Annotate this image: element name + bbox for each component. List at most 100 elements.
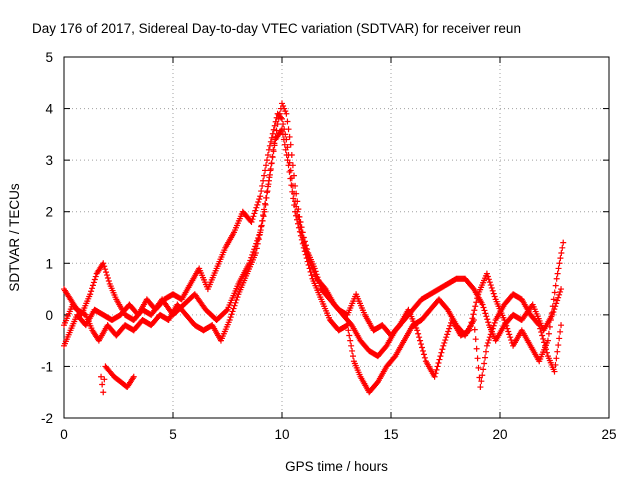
data-point xyxy=(261,172,268,179)
x-tick-label: 0 xyxy=(60,427,68,442)
data-point xyxy=(231,302,238,309)
data-point xyxy=(305,262,312,269)
data-point xyxy=(268,160,275,167)
data-point xyxy=(554,348,561,355)
data-point xyxy=(275,115,282,122)
data-point xyxy=(419,347,426,354)
data-point xyxy=(259,217,266,224)
y-tick-label: -2 xyxy=(41,411,53,426)
data-point xyxy=(484,273,491,280)
data-point xyxy=(487,282,494,289)
data-point xyxy=(257,193,264,200)
data-point xyxy=(440,342,447,349)
data-point xyxy=(545,330,552,337)
data-point xyxy=(252,243,259,250)
data-point xyxy=(264,151,271,158)
x-axis-label: GPS time / hours xyxy=(285,459,388,474)
data-point xyxy=(279,131,286,138)
data-point xyxy=(249,216,256,223)
data-point xyxy=(253,240,260,247)
data-point xyxy=(104,275,111,282)
data-point xyxy=(480,366,487,373)
data-point xyxy=(92,273,99,280)
data-point xyxy=(312,268,319,275)
data-point xyxy=(269,130,276,137)
data-point xyxy=(311,265,318,272)
data-point xyxy=(295,206,302,213)
data-point xyxy=(263,162,270,169)
data-point xyxy=(483,313,490,320)
data-point xyxy=(88,288,95,295)
data-point xyxy=(294,198,301,205)
y-tick-label: 2 xyxy=(45,205,53,220)
data-point xyxy=(271,142,278,149)
data-point xyxy=(103,269,110,276)
data-point xyxy=(558,322,565,329)
series-track-d xyxy=(98,363,137,396)
data-point xyxy=(486,334,493,341)
data-point xyxy=(284,118,291,125)
data-point xyxy=(288,182,295,189)
data-point xyxy=(315,277,322,284)
data-point xyxy=(547,317,554,324)
data-point xyxy=(539,332,546,339)
data-point xyxy=(548,310,555,317)
data-point xyxy=(230,305,237,312)
data-point xyxy=(554,297,561,304)
data-point xyxy=(470,317,477,324)
data-point xyxy=(269,154,276,161)
data-point xyxy=(439,346,446,353)
data-point xyxy=(289,188,296,195)
data-point xyxy=(546,323,553,330)
data-point xyxy=(486,279,493,286)
data-point xyxy=(474,355,481,362)
series-track-c xyxy=(61,126,565,396)
data-point xyxy=(304,258,311,265)
data-point xyxy=(260,177,267,184)
data-point xyxy=(100,389,107,396)
x-tick-label: 25 xyxy=(601,427,616,442)
y-axis-label: SDTVAR / TECUs xyxy=(7,183,22,292)
data-point xyxy=(258,188,265,195)
data-point xyxy=(480,304,487,311)
data-point xyxy=(506,331,513,338)
data-point xyxy=(540,335,547,342)
data-point xyxy=(417,337,424,344)
data-point xyxy=(248,219,255,226)
y-tick-label: 3 xyxy=(45,153,53,168)
data-point xyxy=(89,282,96,289)
data-point xyxy=(416,334,423,341)
data-point xyxy=(306,265,313,272)
data-point xyxy=(482,348,489,355)
data-point xyxy=(491,319,498,326)
data-point xyxy=(437,353,444,360)
data-point xyxy=(479,301,486,308)
data-point xyxy=(551,368,558,375)
data-point xyxy=(251,246,258,253)
data-point xyxy=(554,270,561,277)
data-point xyxy=(261,206,268,213)
data-point xyxy=(482,310,489,317)
data-point xyxy=(490,290,497,297)
data-point xyxy=(274,121,281,128)
data-point xyxy=(294,216,301,223)
data-point xyxy=(535,321,542,328)
data-point xyxy=(472,336,479,343)
data-point xyxy=(105,277,112,284)
data-point xyxy=(281,141,288,148)
data-point xyxy=(473,299,480,306)
data-point xyxy=(284,157,291,164)
data-point xyxy=(556,291,563,298)
data-point xyxy=(270,126,277,133)
data-point xyxy=(287,141,294,148)
data-point xyxy=(433,366,440,373)
data-point xyxy=(543,346,550,353)
data-point xyxy=(490,322,497,329)
data-point xyxy=(267,165,274,172)
data-point xyxy=(489,287,496,294)
data-point xyxy=(98,373,105,380)
data-point xyxy=(90,279,97,286)
data-point xyxy=(263,194,270,201)
data-point xyxy=(445,328,452,335)
